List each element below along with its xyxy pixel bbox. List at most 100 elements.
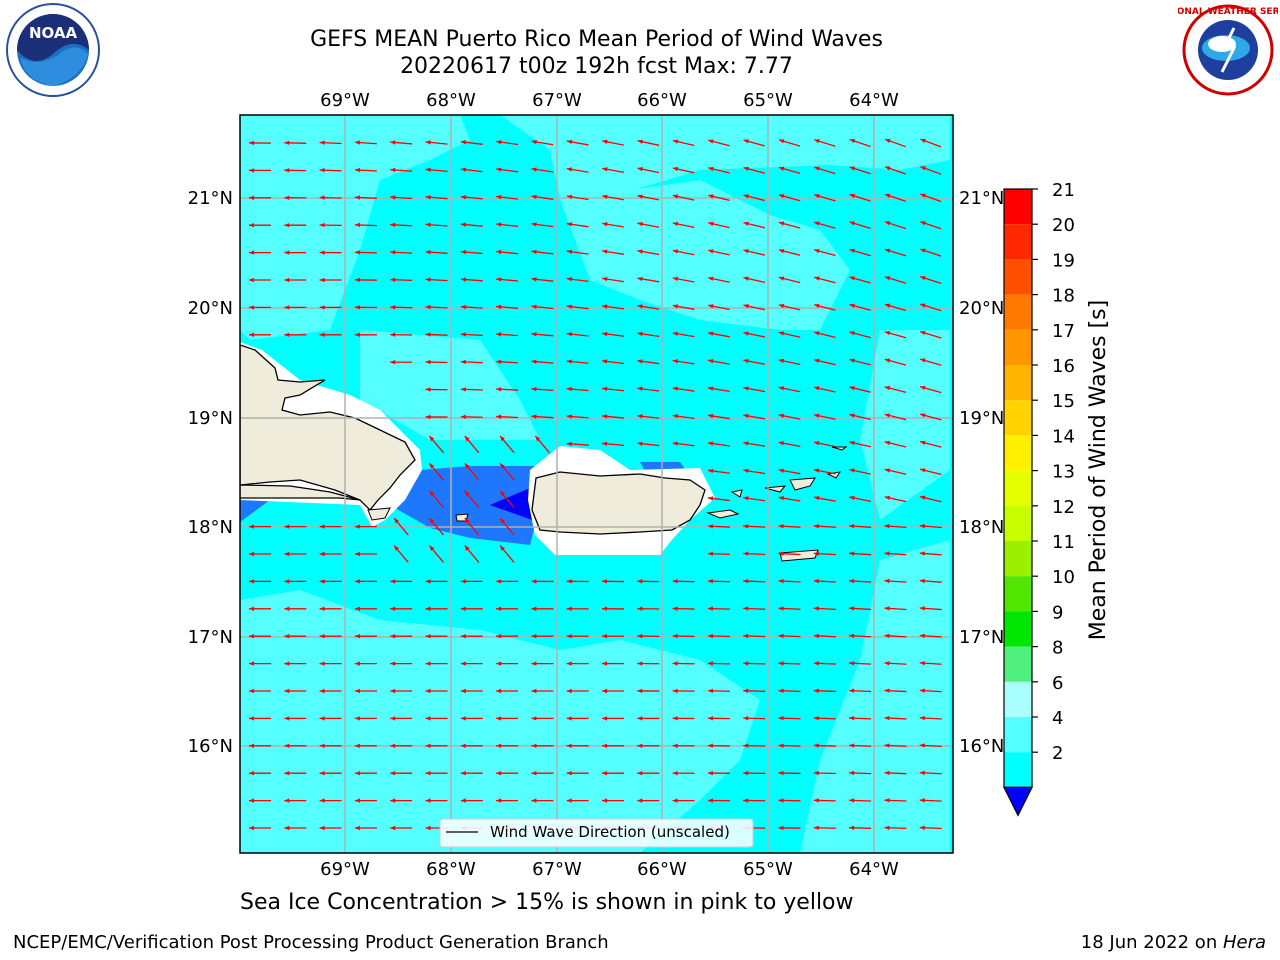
- wind-wave-arrow: [919, 551, 942, 556]
- axis-tick-labels: 69°W 69°W 68°W 68°W 67°W 67°W 66°W 66°W 65°W 65°W…: [188, 90, 1005, 880]
- wind-wave-arrow: [778, 688, 801, 693]
- wind-wave-arrow: [849, 386, 871, 393]
- wind-wave-arrow: [284, 825, 307, 831]
- lat-label-left: 20°N: [188, 298, 233, 319]
- wind-wave-arrow: [531, 798, 554, 803]
- wind-wave-arrow: [319, 771, 342, 776]
- wind-wave-arrow: [919, 385, 942, 394]
- wind-wave-arrow: [919, 825, 942, 830]
- wind-wave-arrow: [460, 606, 483, 611]
- wind-wave-arrow: [425, 222, 448, 227]
- wind-wave-arrow: [460, 249, 483, 255]
- wind-wave-arrow: [496, 332, 519, 337]
- wind-wave-arrow: [460, 716, 483, 721]
- wind-wave-arrow: [849, 138, 871, 148]
- wind-wave-arrow: [743, 633, 766, 639]
- wind-wave-arrow: [778, 248, 801, 256]
- wind-wave-arrow: [496, 853, 518, 857]
- wind-wave-arrow: [425, 414, 448, 420]
- wind-wave-arrow: [743, 468, 766, 475]
- wind-wave-arrow: [743, 331, 766, 338]
- wind-wave-arrow: [919, 523, 942, 529]
- wind-wave-arrow: [566, 606, 589, 611]
- lon-label-bottom: 67°W: [532, 859, 582, 880]
- wind-wave-arrow: [884, 743, 907, 748]
- wind-wave-arrow: [531, 634, 554, 639]
- wind-wave-arrow: [884, 413, 907, 421]
- colorbar-segment: [1004, 752, 1032, 788]
- lon-label-top: 67°W: [532, 90, 582, 111]
- wind-wave-arrow: [707, 551, 730, 556]
- wind-wave-arrow: [884, 331, 907, 339]
- wind-wave-arrow: [778, 386, 801, 393]
- lat-label-right: 18°N: [959, 517, 1004, 538]
- wind-wave-arrow: [919, 358, 942, 366]
- wind-wave-arrow: [249, 661, 271, 666]
- wind-wave-arrow: [319, 825, 342, 831]
- wind-wave-arrow: [284, 853, 306, 857]
- wind-wave-arrow: [460, 634, 483, 639]
- wind-wave-arrow: [249, 195, 271, 200]
- wind-wave-arrow: [743, 524, 766, 529]
- wind-wave-arrow: [637, 331, 660, 338]
- wind-wave-arrow: [637, 633, 660, 639]
- wind-wave-arrow: [566, 771, 589, 776]
- wind-wave-arrow: [249, 798, 271, 803]
- wind-wave-arrow: [672, 633, 695, 639]
- wind-wave-arrow: [249, 524, 271, 529]
- wind-wave-arrow: [428, 517, 445, 536]
- wind-wave-arrow: [354, 798, 377, 803]
- wind-wave-arrow: [531, 222, 554, 228]
- lat-label-right: 19°N: [959, 408, 1004, 429]
- lon-label-top: 66°W: [637, 90, 687, 111]
- wind-wave-arrow: [884, 715, 907, 721]
- wind-wave-arrow: [884, 606, 907, 611]
- wind-wave-arrow: [284, 168, 307, 173]
- wind-wave-arrow: [566, 249, 589, 255]
- wind-wave-arrow: [743, 688, 766, 694]
- st-croix-island: [779, 549, 819, 562]
- wind-wave-arrow: [531, 277, 554, 282]
- wind-wave-arrow: [778, 551, 801, 556]
- wind-wave-arrow: [284, 688, 307, 694]
- wind-wave-arrow: [319, 167, 342, 173]
- wind-wave-arrow: [319, 743, 342, 748]
- wind-wave-arrow: [778, 413, 801, 420]
- wind-wave-arrow: [637, 798, 660, 803]
- wind-wave-arrow: [566, 167, 589, 173]
- wind-wave-arrow: [531, 139, 554, 146]
- wind-wave-arrow: [813, 386, 836, 393]
- wind-wave-arrow: [319, 551, 342, 557]
- wind-wave-arrow: [849, 661, 872, 666]
- wind-wave-arrow: [637, 386, 660, 392]
- wind-wave-arrow: [813, 441, 836, 448]
- wind-wave-arrow: [284, 634, 307, 639]
- wind-wave-arrow: [778, 798, 801, 803]
- colorbar-tick-label: 12: [1052, 497, 1075, 518]
- wind-wave-arrow: [566, 139, 589, 146]
- wind-wave-arrow: [813, 413, 836, 420]
- wind-wave-arrow: [884, 495, 907, 503]
- wind-wave-arrow: [707, 524, 730, 529]
- wind-wave-arrow: [531, 304, 554, 310]
- wind-wave-arrow: [707, 798, 730, 803]
- wind-wave-arrow: [707, 441, 730, 447]
- wind-wave-arrow: [672, 249, 695, 256]
- wind-wave-arrow: [919, 688, 942, 693]
- wind-wave-arrow: [496, 222, 519, 228]
- wind-wave-arrow: [602, 249, 624, 255]
- lat-label-right: 17°N: [959, 627, 1004, 648]
- wind-wave-arrow: [460, 222, 483, 227]
- wind-wave-arrow: [813, 825, 836, 831]
- footer-host: Hera: [1222, 932, 1266, 953]
- wind-wave-arrow: [637, 359, 660, 365]
- colorbar-tick-label: 20: [1052, 215, 1075, 236]
- wind-wave-arrow: [249, 250, 271, 255]
- wind-wave-arrow: [390, 140, 413, 145]
- wind-wave-arrow: [778, 441, 801, 448]
- wind-wave-arrow: [637, 853, 659, 857]
- wind-wave-arrow: [249, 716, 271, 721]
- wind-wave-arrow: [707, 716, 730, 721]
- wind-wave-arrow: [319, 634, 342, 639]
- wind-wave-arrow: [496, 359, 519, 365]
